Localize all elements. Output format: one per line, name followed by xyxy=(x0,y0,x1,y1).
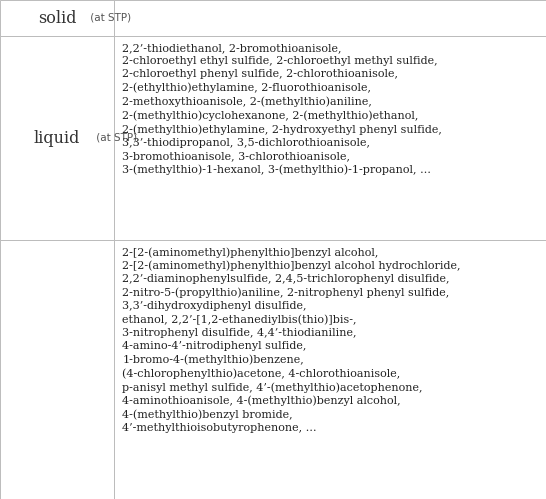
Text: (at STP): (at STP) xyxy=(87,12,132,22)
Bar xyxy=(0,36,114,240)
Text: (at STP): (at STP) xyxy=(93,132,138,142)
Text: 2-[2-(aminomethyl)phenylthio]benzyl alcohol,
2-[2-(aminomethyl)phenylthio]benzyl: 2-[2-(aminomethyl)phenylthio]benzyl alco… xyxy=(122,247,461,433)
Bar xyxy=(114,240,546,499)
Text: solid: solid xyxy=(38,9,76,27)
Bar xyxy=(114,0,546,36)
Bar xyxy=(0,0,114,36)
Bar xyxy=(114,36,546,240)
Bar xyxy=(0,240,114,499)
Text: 2,2’-thiodiethanol, 2-bromothioanisole,
2-chloroethyl ethyl sulfide, 2-chloroeth: 2,2’-thiodiethanol, 2-bromothioanisole, … xyxy=(122,43,442,175)
Text: liquid: liquid xyxy=(34,130,80,147)
